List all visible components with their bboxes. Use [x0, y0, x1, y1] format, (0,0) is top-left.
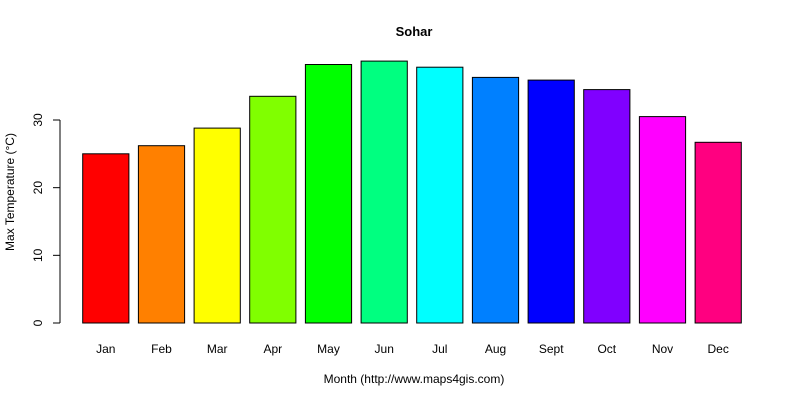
y-axis-ticks: 0 10 20 30: [31, 113, 60, 326]
bar-jul: [416, 66, 464, 324]
y-tick-label: 0: [31, 319, 45, 326]
x-tick-label-may: May: [317, 342, 340, 356]
x-tick-label-apr: Apr: [263, 342, 282, 356]
x-tick-label-aug: Aug: [485, 342, 506, 356]
x-tick-label-jan: Jan: [96, 342, 115, 356]
x-tick-label-jun: Jun: [375, 342, 394, 356]
bar-nov: [638, 116, 687, 324]
bar-jan: [82, 153, 130, 324]
bar-may: [304, 64, 353, 324]
x-tick-label-oct: Oct: [597, 342, 616, 356]
x-tick-label-feb: Feb: [151, 342, 172, 356]
bar-dec: [694, 141, 742, 324]
chart-title: Sohar: [396, 24, 433, 39]
x-tick-label-mar: Mar: [207, 342, 228, 356]
x-tick-label-sept: Sept: [539, 342, 564, 356]
bar-feb: [137, 145, 186, 324]
bars-group: [82, 60, 742, 324]
y-tick-label: 20: [31, 181, 45, 195]
bar-apr: [249, 95, 297, 324]
y-axis-label: Max Temperature (°C): [3, 133, 17, 251]
bar-aug: [471, 76, 520, 324]
bar-jun: [360, 60, 408, 324]
x-tick-label-jul: Jul: [432, 342, 447, 356]
bar-oct: [583, 89, 631, 324]
x-tick-label-nov: Nov: [652, 342, 673, 356]
y-tick-label: 30: [31, 113, 45, 127]
x-tick-label-dec: Dec: [708, 342, 729, 356]
bar-mar: [193, 127, 241, 324]
bar-sept: [527, 79, 575, 324]
x-axis-tick-labels: Jan Feb Mar Apr May Jun Jul Aug Sept Oct Nov Dec: [96, 342, 729, 356]
y-tick-label: 10: [31, 248, 45, 262]
x-axis-label: Month (http://www.maps4gis.com): [324, 372, 505, 386]
